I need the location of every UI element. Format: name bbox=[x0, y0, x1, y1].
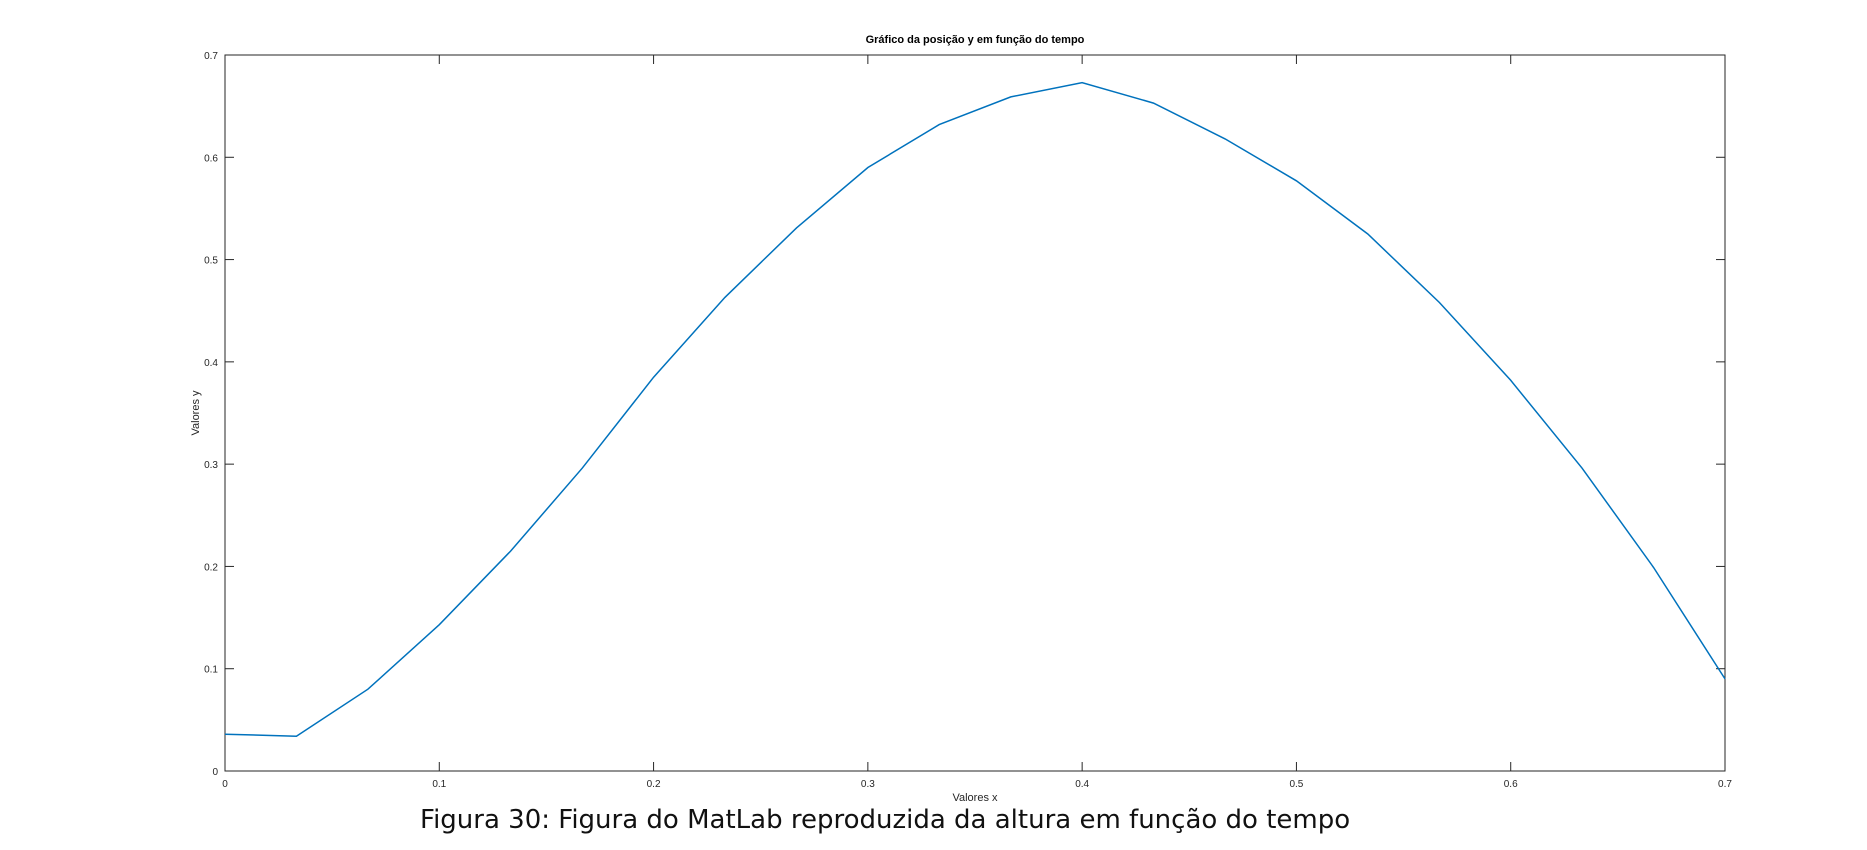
chart-title: Gráfico da posição y em função do tempo bbox=[866, 34, 1085, 46]
x-tick-label: 0.4 bbox=[1075, 779, 1089, 790]
y-tick-label: 0.1 bbox=[204, 665, 218, 676]
y-axis-label: Valores y bbox=[190, 390, 202, 436]
x-tick-label: 0.1 bbox=[432, 779, 446, 790]
x-tick-label: 0.6 bbox=[1504, 779, 1518, 790]
x-tick-label: 0.5 bbox=[1289, 779, 1303, 790]
y-tick-label: 0.3 bbox=[204, 460, 218, 471]
y-tick-label: 0.4 bbox=[204, 358, 218, 369]
series-line bbox=[224, 81, 1726, 737]
y-tick-label: 0.7 bbox=[204, 51, 218, 62]
x-tick-label: 0.3 bbox=[861, 779, 875, 790]
y-tick-label: 0.6 bbox=[204, 153, 218, 164]
y-tick-label: 0.2 bbox=[204, 562, 218, 573]
figure-caption: Figura 30: Figura do MatLab reproduzida … bbox=[420, 805, 1351, 835]
x-tick-label: 0.2 bbox=[647, 779, 661, 790]
axis-ticks bbox=[224, 54, 1726, 772]
x-tick-labels: 0 0.1 0.2 0.3 0.4 0.5 0.6 0.7 bbox=[222, 779, 1732, 790]
y-tick-labels: 0 0.1 0.2 0.3 0.4 0.5 0.6 0.7 bbox=[204, 51, 218, 778]
x-tick-label: 0.7 bbox=[1718, 779, 1732, 790]
plot-frame bbox=[224, 54, 1726, 772]
x-tick-label: 0 bbox=[222, 779, 228, 790]
y-tick-label: 0 bbox=[212, 767, 218, 778]
y-tick-label: 0.5 bbox=[204, 256, 218, 267]
x-axis-label: Valores x bbox=[952, 792, 998, 804]
